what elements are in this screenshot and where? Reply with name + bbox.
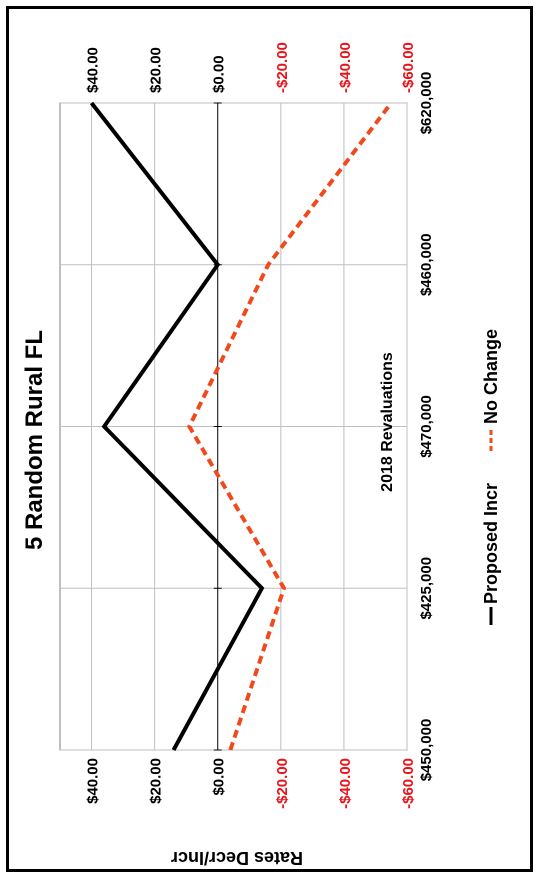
chart-title: 5 Random Rural FL [21, 330, 48, 550]
value-tick-label-top: -$20.00 [274, 42, 291, 93]
value-tick-label-top: -$60.00 [400, 42, 417, 93]
value-tick-label-bottom: -$60.00 [400, 758, 417, 809]
category-tick-label: $470,000 [418, 395, 435, 458]
y-axis-title: Rates Decr/Incr [171, 848, 303, 868]
series-line-proposed-incr [89, 101, 265, 751]
legend: Proposed Incr No Change [481, 329, 501, 625]
value-tick-label-top: -$40.00 [337, 42, 354, 93]
category-tick-label: $460,000 [418, 233, 435, 296]
value-tick-label-bottom: $20.00 [148, 758, 165, 804]
value-tick-label-top: $0.00 [211, 55, 228, 93]
value-tick-label-bottom: $40.00 [85, 758, 102, 804]
value-tick-label-bottom: -$40.00 [337, 758, 354, 809]
value-tick-label-top: $40.00 [85, 47, 102, 93]
value-tick-label-bottom: $0.00 [211, 758, 228, 796]
legend-label-proposed: Proposed Incr [481, 483, 501, 604]
category-tick-label: $425,000 [418, 557, 435, 620]
legend-label-no-change: No Change [481, 329, 501, 424]
series-line-no-change [187, 101, 393, 751]
value-tick-label-top: $20.00 [148, 47, 165, 93]
value-tick-label-bottom: -$20.00 [274, 758, 291, 809]
category-tick-label: $450,000 [418, 719, 435, 782]
category-tick-label: $620,000 [418, 72, 435, 135]
x-axis-title: 2018 Revaluations [379, 352, 396, 492]
